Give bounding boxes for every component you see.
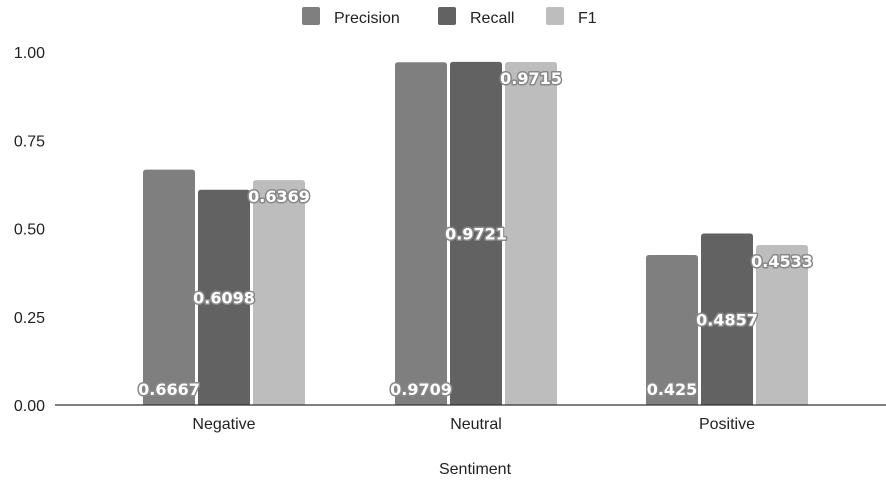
legend: Precision Recall F1 <box>302 7 597 27</box>
data-label-f1-positive: 0.4533 <box>751 252 813 271</box>
y-tick-label: 0.50 <box>14 222 45 239</box>
bar-f1-neutral <box>505 62 557 406</box>
x-tick-label-neutral: Neutral <box>450 416 502 433</box>
y-tick-label: 1.00 <box>14 45 45 62</box>
data-label-recall-positive: 0.4857 <box>696 310 758 329</box>
bar-precision-neutral <box>395 62 447 405</box>
data-label-f1-negative: 0.6369 <box>248 187 310 206</box>
data-label-recall-negative: 0.6098 <box>193 288 255 307</box>
x-axis-title: Sentiment <box>439 461 512 478</box>
bar-recall-negative <box>198 189 250 405</box>
legend-swatch-recall <box>438 7 456 25</box>
bar-recall-positive <box>701 233 753 405</box>
legend-label-f1: F1 <box>578 10 597 27</box>
legend-label-recall: Recall <box>470 10 514 27</box>
y-tick-label: 0.25 <box>14 310 45 327</box>
data-label-precision-positive: 0.425 <box>647 380 698 399</box>
bars <box>143 61 808 406</box>
bar-recall-neutral <box>450 61 502 406</box>
bar-precision-negative <box>143 169 195 405</box>
y-axis-ticks: 0.00 0.25 0.50 0.75 1.00 <box>14 45 45 415</box>
data-label-f1-neutral: 0.9715 <box>500 69 562 88</box>
x-tick-label-positive: Positive <box>699 416 755 433</box>
legend-swatch-f1 <box>546 7 564 25</box>
data-label-precision-neutral: 0.9709 <box>390 380 452 399</box>
x-axis-categories: Negative Neutral Positive <box>192 416 755 433</box>
legend-label-precision: Precision <box>334 10 400 27</box>
data-label-recall-neutral: 0.9721 <box>445 224 507 243</box>
legend-swatch-precision <box>302 7 320 25</box>
bar-f1-positive <box>756 244 808 405</box>
x-tick-label-negative: Negative <box>192 416 255 433</box>
data-label-precision-negative: 0.6667 <box>138 380 200 399</box>
y-tick-label: 0.00 <box>14 398 45 415</box>
bar-f1-negative <box>253 180 305 405</box>
y-tick-label: 0.75 <box>14 133 45 150</box>
bar-precision-positive <box>646 254 698 405</box>
data-labels: 0.6667 0.6098 0.6369 0.9709 0.9721 0.9715 0.42… <box>137 68 815 401</box>
